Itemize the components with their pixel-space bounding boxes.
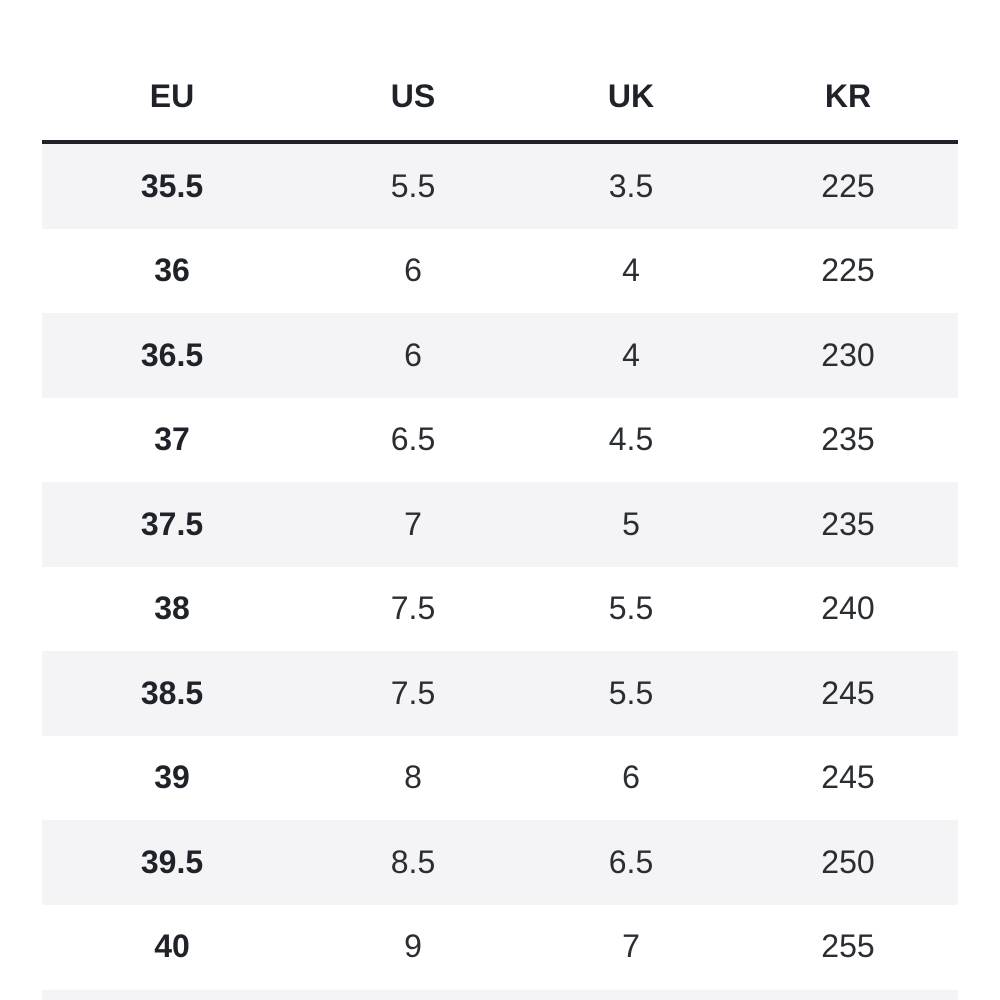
cell-kr: 225 — [821, 167, 875, 204]
cell-eu: 36 — [154, 252, 190, 289]
cell-us: 7 — [404, 505, 422, 542]
table-row: 36.5 6 4 230 — [42, 313, 958, 398]
column-header-us: US — [302, 52, 524, 144]
cell-us: 5.5 — [390, 167, 436, 204]
cell-kr: 235 — [821, 505, 875, 542]
table-row: 39 8 6 245 — [42, 735, 958, 820]
cell-uk: 6 — [622, 759, 640, 796]
cell-us: 6 — [404, 336, 422, 373]
size-chart-table: EU US UK KR 35.5 5.5 3.5 225 36 6 4 225 … — [42, 52, 958, 989]
cell-us: 6.5 — [390, 421, 436, 458]
table-row: 36 6 4 225 — [42, 228, 958, 313]
cell-eu: 35.5 — [140, 167, 204, 204]
table-row: 35.5 5.5 3.5 225 — [42, 142, 958, 229]
cell-us: 8 — [404, 759, 422, 796]
cell-eu: 36.5 — [140, 336, 204, 373]
table-body: 35.5 5.5 3.5 225 36 6 4 225 36.5 6 4 230… — [42, 142, 958, 989]
table-row: 38.5 7.5 5.5 245 — [42, 651, 958, 736]
cell-eu: 39 — [154, 759, 190, 796]
cell-uk: 4 — [622, 252, 640, 289]
table-row: 38 7.5 5.5 240 — [42, 566, 958, 651]
table-row: 40 9 7 255 — [42, 904, 958, 989]
cell-us: 7.5 — [390, 674, 436, 711]
cell-eu: 38 — [154, 590, 190, 627]
cell-uk: 7 — [622, 928, 640, 965]
column-header-eu: EU — [42, 52, 302, 144]
cell-kr: 240 — [821, 590, 875, 627]
cell-kr: 225 — [821, 252, 875, 289]
next-row-edge — [42, 990, 958, 1000]
table-header: EU US UK KR — [42, 52, 958, 144]
column-header-uk: UK — [524, 52, 738, 144]
cell-kr: 255 — [821, 928, 875, 965]
cell-eu: 38.5 — [140, 674, 204, 711]
cell-kr: 245 — [821, 759, 875, 796]
cell-eu: 40 — [154, 928, 190, 965]
cell-kr: 230 — [821, 336, 875, 373]
cell-uk: 6.5 — [608, 843, 654, 880]
table-row: 37 6.5 4.5 235 — [42, 397, 958, 482]
cell-uk: 5 — [622, 505, 640, 542]
table-row: 37.5 7 5 235 — [42, 482, 958, 567]
cell-uk: 3.5 — [608, 167, 654, 204]
cell-us: 9 — [404, 928, 422, 965]
table-row: 39.5 8.5 6.5 250 — [42, 820, 958, 905]
cell-us: 8.5 — [390, 843, 436, 880]
cell-eu: 39.5 — [140, 843, 204, 880]
cell-uk: 4.5 — [608, 421, 654, 458]
cell-us: 7.5 — [390, 590, 436, 627]
cell-kr: 245 — [821, 674, 875, 711]
cell-uk: 5.5 — [608, 590, 654, 627]
header-row: EU US UK KR — [42, 52, 958, 144]
cell-us: 6 — [404, 252, 422, 289]
column-header-kr: KR — [738, 52, 958, 144]
cell-kr: 250 — [821, 843, 875, 880]
cell-kr: 235 — [821, 421, 875, 458]
cell-eu: 37.5 — [140, 505, 204, 542]
cell-eu: 37 — [154, 421, 190, 458]
cell-uk: 5.5 — [608, 674, 654, 711]
cell-uk: 4 — [622, 336, 640, 373]
